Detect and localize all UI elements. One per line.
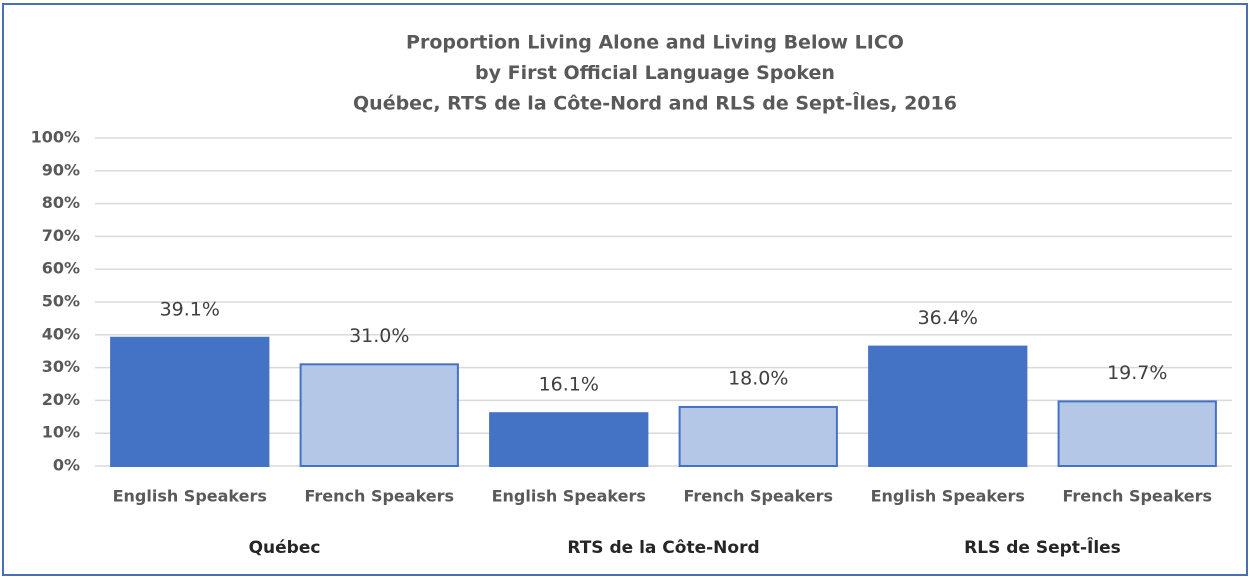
bar [868,345,1028,467]
chart-frame [2,3,1248,576]
x-tick-label: English Speakers [492,487,646,506]
value-label: 31.0% [349,325,409,347]
value-label: 19.7% [1107,362,1167,384]
group-label: Québec [249,538,321,558]
value-label: 18.0% [728,367,788,389]
chart-title: by First Official Language Spoken [475,62,835,84]
x-tick-label: English Speakers [871,487,1025,506]
y-tick-label: 10% [42,423,80,442]
bar [110,336,270,468]
x-tick-label: English Speakers [113,487,267,506]
y-tick-label: 60% [42,259,80,278]
group-label: RLS de Sept-Îles [964,536,1121,558]
y-tick-label: 0% [53,456,80,475]
chart-title: Proportion Living Alone and Living Below… [406,32,904,54]
y-tick-label: 70% [42,226,80,245]
value-label: 36.4% [918,307,978,329]
chart-title: Québec, RTS de la Côte-Nord and RLS de S… [353,92,957,115]
bar [678,405,838,467]
group-label: RTS de la Côte-Nord [567,538,759,558]
y-tick-label: 90% [42,160,80,179]
y-tick-label: 30% [42,357,80,376]
x-tick-label: French Speakers [304,487,454,506]
x-tick-label: French Speakers [683,487,833,506]
bar [299,363,459,468]
x-tick-label: French Speakers [1062,487,1212,506]
y-tick-label: 40% [42,324,80,343]
y-tick-label: 20% [42,390,80,409]
bar [489,412,649,467]
value-label: 16.1% [539,374,599,396]
y-tick-label: 80% [42,193,80,212]
y-tick-label: 50% [42,292,80,311]
value-label: 39.1% [160,298,220,320]
y-tick-label: 100% [31,128,80,147]
bar [1057,400,1217,467]
